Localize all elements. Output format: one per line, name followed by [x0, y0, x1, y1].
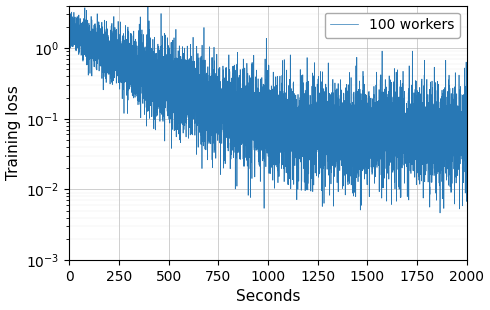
100 workers: [464, 114, 470, 118]
100 workers: [302, 93, 308, 96]
Legend: 100 workers: 100 workers: [325, 12, 460, 38]
100 workers: [145, 4, 151, 7]
100 workers: [437, 211, 443, 215]
100 workers: [319, 99, 325, 103]
100 workers: [361, 86, 367, 90]
100 workers: [382, 104, 388, 108]
Line: 100 workers: 100 workers: [69, 6, 467, 213]
100 workers: [210, 95, 216, 99]
100 workers: [86, 55, 92, 59]
Y-axis label: Training loss: Training loss: [5, 86, 21, 180]
100 workers: [66, 14, 72, 18]
X-axis label: Seconds: Seconds: [236, 290, 300, 304]
